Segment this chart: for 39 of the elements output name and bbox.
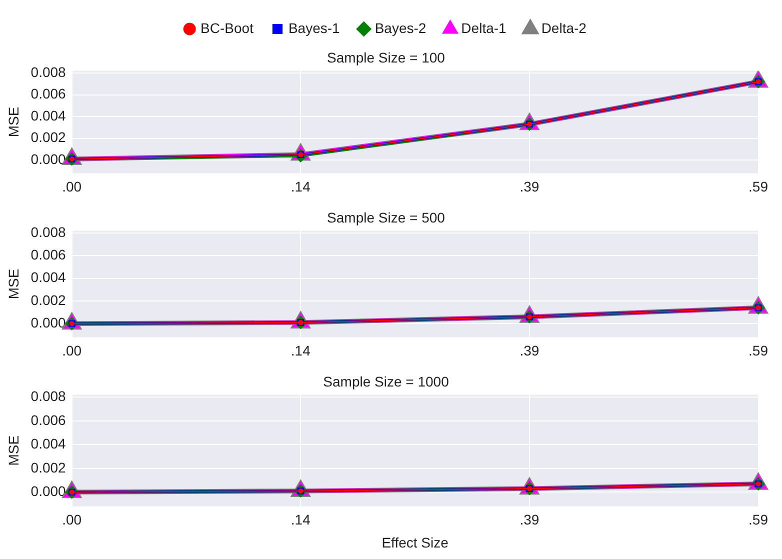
legend-label: BC-Boot xyxy=(200,20,254,36)
chart-title: Sample Size = 100 xyxy=(327,49,446,66)
y-tick-label: 0.008 xyxy=(30,388,66,404)
x-tick-label: .59 xyxy=(748,178,768,194)
y-tick-label: 0.006 xyxy=(30,412,66,428)
x-axis-title: Effect Size xyxy=(382,534,449,550)
legend-label: Delta-1 xyxy=(461,20,507,36)
y-tick-label: 0.002 xyxy=(30,129,66,146)
x-tick-label: .14 xyxy=(290,342,311,358)
y-axis-title: MSE xyxy=(5,435,22,466)
y-tick-label: 0.000 xyxy=(30,150,66,167)
x-tick-label: .39 xyxy=(520,342,540,358)
chart-title: Sample Size = 1000 xyxy=(323,373,450,390)
y-tick-label: 0.004 xyxy=(30,107,66,124)
legend-label: Bayes-2 xyxy=(374,20,426,36)
x-tick-label: .59 xyxy=(748,342,768,358)
x-tick-label: .00 xyxy=(62,342,82,358)
y-tick-label: 0.002 xyxy=(30,459,66,476)
y-axis-title: MSE xyxy=(5,268,22,300)
x-tick-label: .59 xyxy=(748,512,768,528)
y-tick-label: 0.000 xyxy=(30,483,66,500)
y-tick-label: 0.008 xyxy=(30,224,66,240)
y-tick-label: 0.004 xyxy=(30,436,66,452)
y-tick-label: 0.008 xyxy=(30,64,66,80)
x-tick-label: .14 xyxy=(290,512,311,528)
y-tick-label: 0.004 xyxy=(30,269,66,286)
y-tick-label: 0.006 xyxy=(30,86,66,102)
y-axis-title: MSE xyxy=(5,106,22,138)
x-tick-label: .14 xyxy=(290,178,311,194)
y-tick-label: 0.006 xyxy=(30,246,66,263)
chart-title: Sample Size = 500 xyxy=(327,209,446,226)
x-tick-label: .39 xyxy=(520,512,540,528)
y-tick-label: 0.000 xyxy=(30,314,66,330)
x-tick-label: .00 xyxy=(62,512,82,528)
x-tick-label: .39 xyxy=(520,178,540,194)
legend-label: Bayes-1 xyxy=(288,20,340,36)
y-tick-label: 0.002 xyxy=(30,292,66,308)
legend-label: Delta-2 xyxy=(541,20,587,36)
x-tick-label: .00 xyxy=(62,178,82,194)
